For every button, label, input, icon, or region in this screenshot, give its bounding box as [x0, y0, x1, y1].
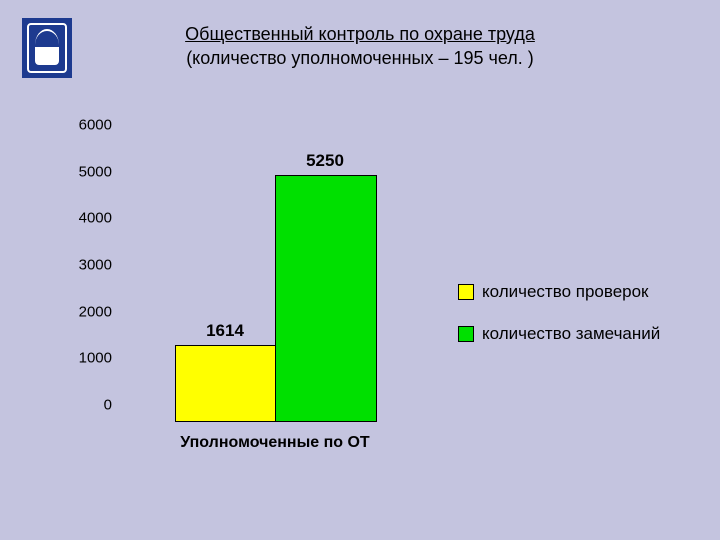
- chart-title: Общественный контроль по охране труда (к…: [0, 22, 720, 71]
- x-axis-label: Уполномоченные по ОТ: [120, 434, 430, 452]
- y-tick-label: 0: [62, 397, 112, 414]
- bar: [275, 175, 377, 422]
- legend-label: количество проверок: [482, 282, 649, 302]
- y-tick-label: 1000: [62, 350, 112, 367]
- y-tick-label: 4000: [62, 210, 112, 227]
- legend-swatch: [458, 326, 474, 342]
- bar-value-label: 5250: [265, 151, 385, 171]
- legend: количество проверок количество замечаний: [458, 282, 660, 366]
- bar: [175, 345, 277, 422]
- y-tick-label: 3000: [62, 257, 112, 274]
- y-tick-label: 6000: [62, 117, 112, 134]
- legend-item: количество замечаний: [458, 324, 660, 344]
- bar-chart: 010002000300040005000600016145250 Уполно…: [60, 142, 430, 452]
- title-line1: Общественный контроль по охране труда: [185, 24, 535, 44]
- y-tick-label: 5000: [62, 163, 112, 180]
- y-tick-label: 2000: [62, 303, 112, 320]
- legend-label: количество замечаний: [482, 324, 660, 344]
- title-line2: (количество уполномоченных – 195 чел. ): [186, 48, 534, 68]
- bar-value-label: 1614: [165, 321, 285, 341]
- legend-swatch: [458, 284, 474, 300]
- plot-area: 010002000300040005000600016145250: [120, 142, 430, 422]
- legend-item: количество проверок: [458, 282, 660, 302]
